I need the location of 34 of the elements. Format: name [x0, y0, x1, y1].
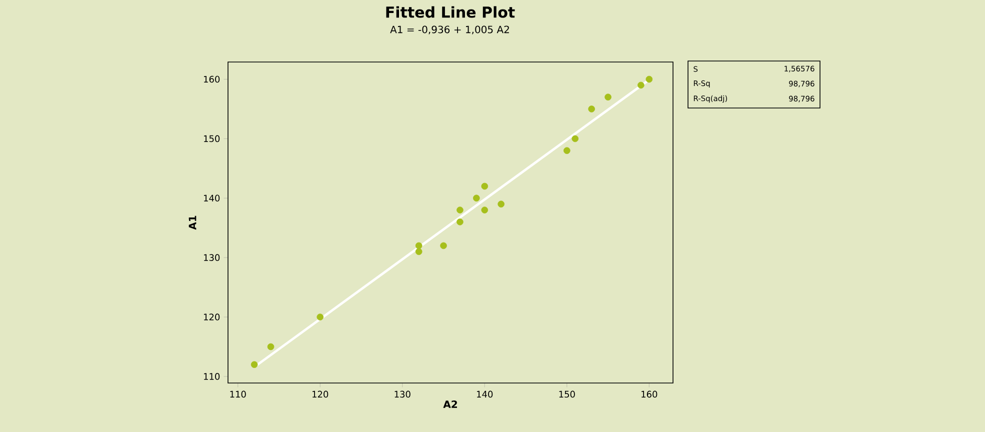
y-tick-label: 130 — [204, 254, 220, 261]
x-tick-label: 150 — [559, 390, 575, 398]
x-tick-label: 110 — [230, 390, 246, 398]
y-tick-label: 110 — [204, 373, 220, 380]
point — [646, 76, 653, 83]
y-tick-label: 120 — [204, 314, 220, 320]
point — [456, 218, 464, 226]
point — [564, 147, 570, 154]
point — [415, 242, 422, 250]
point — [481, 182, 488, 190]
point — [440, 242, 447, 250]
point — [572, 135, 579, 142]
x-tick-label: 130 — [394, 390, 410, 398]
y-axis-title: A1 — [188, 216, 196, 230]
x-tick-label: 140 — [477, 390, 493, 398]
point — [456, 206, 464, 214]
point — [498, 200, 504, 208]
point — [588, 106, 595, 112]
chart-title: Fitted Line Plot — [386, 6, 515, 18]
point — [638, 82, 644, 89]
x-axis-title: A2 — [443, 400, 457, 408]
x-tick-label: 160 — [642, 390, 658, 398]
point — [604, 94, 612, 100]
point — [473, 194, 480, 202]
chart-subtitle: A1 = -0,936 + 1,005 A2 — [390, 26, 509, 34]
point — [415, 248, 422, 256]
point — [316, 314, 324, 320]
point — [267, 343, 274, 350]
y-tick-label: 150 — [204, 135, 220, 142]
point — [481, 206, 488, 214]
point — [250, 361, 258, 368]
x-tick-label: 120 — [312, 390, 328, 398]
y-tick-label: 140 — [204, 194, 220, 202]
y-tick-label: 160 — [204, 76, 220, 83]
